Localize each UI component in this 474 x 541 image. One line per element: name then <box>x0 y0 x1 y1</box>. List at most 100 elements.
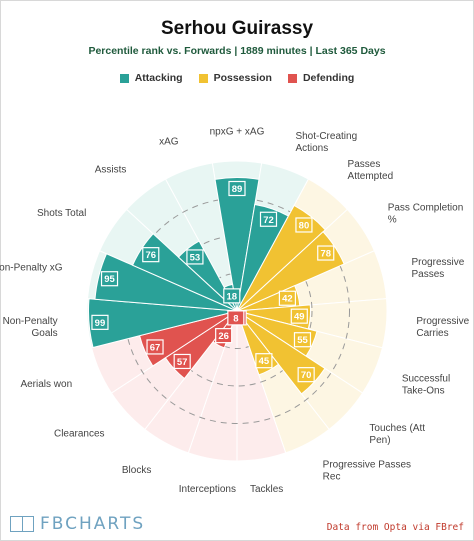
value-badge: 57 <box>173 353 191 370</box>
value-badge-box <box>228 180 246 197</box>
category-label-line: Tackles <box>250 484 283 495</box>
category-label: Aerials won <box>20 379 72 390</box>
chart-subtitle: Percentile rank vs. Forwards | 1889 minu… <box>88 45 386 57</box>
value-badge: 89 <box>228 180 246 197</box>
value-badge: 99 <box>91 314 109 330</box>
value-badge-box <box>186 249 204 265</box>
category-label-line: Passes <box>348 159 381 170</box>
value-badge-box <box>295 217 313 233</box>
value-badge: 8 <box>227 310 245 326</box>
category-label-line: Blocks <box>122 465 151 476</box>
category-label-line: Progressive <box>411 257 464 268</box>
logo-text: FBCHARTS <box>40 514 146 534</box>
value-badge-box <box>297 367 315 383</box>
value-label: 26 <box>218 331 229 342</box>
value-badge-box <box>259 211 278 227</box>
value-badge: 78 <box>317 245 335 261</box>
category-label: xAG <box>159 136 179 147</box>
value-badge-box <box>146 339 164 355</box>
category-label-line: % <box>388 215 397 226</box>
legend-item-defending: Defending <box>287 72 355 84</box>
legend: Attacking Possession Defending <box>0 72 474 84</box>
category-label-line: Assists <box>95 164 127 175</box>
category-label-line: Rec <box>323 471 341 482</box>
value-label: 57 <box>177 357 188 368</box>
category-label: Shot-Creating Actions <box>295 131 357 154</box>
value-label: 49 <box>294 312 305 323</box>
value-badge-box <box>293 332 312 348</box>
value-badge: 53 <box>186 249 204 265</box>
value-badge: 45 <box>255 353 273 369</box>
value-badge-box <box>290 308 308 324</box>
legend-label-attacking: Attacking <box>134 72 183 84</box>
legend-swatch-possession <box>198 73 208 83</box>
value-badge-box <box>223 288 241 304</box>
category-label-line: Non-Penalty <box>3 316 58 327</box>
category-label: Passes Attempted <box>348 159 394 182</box>
bar-non-penalty-goals <box>88 298 238 349</box>
fbcharts-logo: FBCHARTS <box>10 514 145 534</box>
category-label-line: Pass Completion <box>388 203 464 214</box>
value-badge: 42 <box>278 290 297 306</box>
value-label: 89 <box>232 184 243 195</box>
value-badge: 26 <box>215 328 233 344</box>
value-label: 8 <box>233 313 238 324</box>
category-label: Non-Penalty Goals <box>3 316 58 339</box>
legend-item-possession: Possession <box>198 72 272 84</box>
category-label-line: Take-Ons <box>402 385 445 396</box>
legend-label-possession: Possession <box>213 72 272 84</box>
category-label-line: Successful <box>402 373 450 384</box>
value-badge: 49 <box>290 308 308 324</box>
value-badge-box <box>91 314 109 330</box>
legend-label-defending: Defending <box>302 72 355 84</box>
value-badge: 70 <box>297 367 315 383</box>
category-label: Non-Penalty xG <box>0 262 63 273</box>
value-label: 78 <box>320 249 331 260</box>
chart-title: Serhou Guirassy <box>160 18 314 39</box>
value-badge-box <box>227 310 245 326</box>
value-badge: 55 <box>293 332 312 348</box>
category-label: Successful Take-Ons <box>402 373 450 396</box>
category-label-line: Pen) <box>369 435 390 446</box>
category-label: Tackles <box>250 484 283 495</box>
value-labels: 897280784249557045482657679995765318 <box>91 180 335 383</box>
category-label-line: Shot-Creating <box>295 131 357 142</box>
category-label-line: Non-Penalty xG <box>0 262 63 273</box>
category-label: npxG + xAG <box>210 127 265 138</box>
value-badge-box <box>215 328 233 344</box>
category-label-line: Goals <box>31 328 57 339</box>
value-badge: 18 <box>223 288 241 304</box>
category-label: Assists <box>95 164 127 175</box>
category-label-line: Touches (Att <box>369 423 425 434</box>
category-label-line: Clearances <box>54 428 105 439</box>
category-label-line: Attempted <box>348 171 394 182</box>
category-label-line: xAG <box>159 136 179 147</box>
value-label: 18 <box>227 291 238 302</box>
category-label-line: Progressive <box>416 316 469 327</box>
value-label: 45 <box>259 356 270 367</box>
pitch-icon <box>10 516 34 532</box>
category-label-line: Aerials won <box>20 379 72 390</box>
data-source: Data from Opta via FBref <box>326 522 464 533</box>
bar-non-penalty-xg <box>94 253 238 312</box>
value-label: 55 <box>297 335 308 346</box>
category-label-line: Progressive Passes <box>323 459 411 470</box>
value-badge-box <box>255 353 273 369</box>
category-label-line: Actions <box>295 143 328 154</box>
value-label: 70 <box>301 370 312 381</box>
category-label-line: Interceptions <box>179 484 236 495</box>
category-label: Shots Total <box>37 208 86 219</box>
legend-swatch-defending <box>287 73 297 83</box>
value-badge-box <box>317 245 335 261</box>
category-label-line: npxG + xAG <box>210 127 265 138</box>
category-label-line: Passes <box>411 269 444 280</box>
value-badge-box <box>142 247 160 263</box>
category-label: Progressive Passes <box>411 257 464 280</box>
value-badge: 67 <box>146 339 164 355</box>
category-label: Progressive Passes Rec <box>323 459 411 482</box>
legend-item-attacking: Attacking <box>119 72 183 84</box>
value-label: 95 <box>104 274 115 285</box>
background-sector <box>164 162 238 312</box>
